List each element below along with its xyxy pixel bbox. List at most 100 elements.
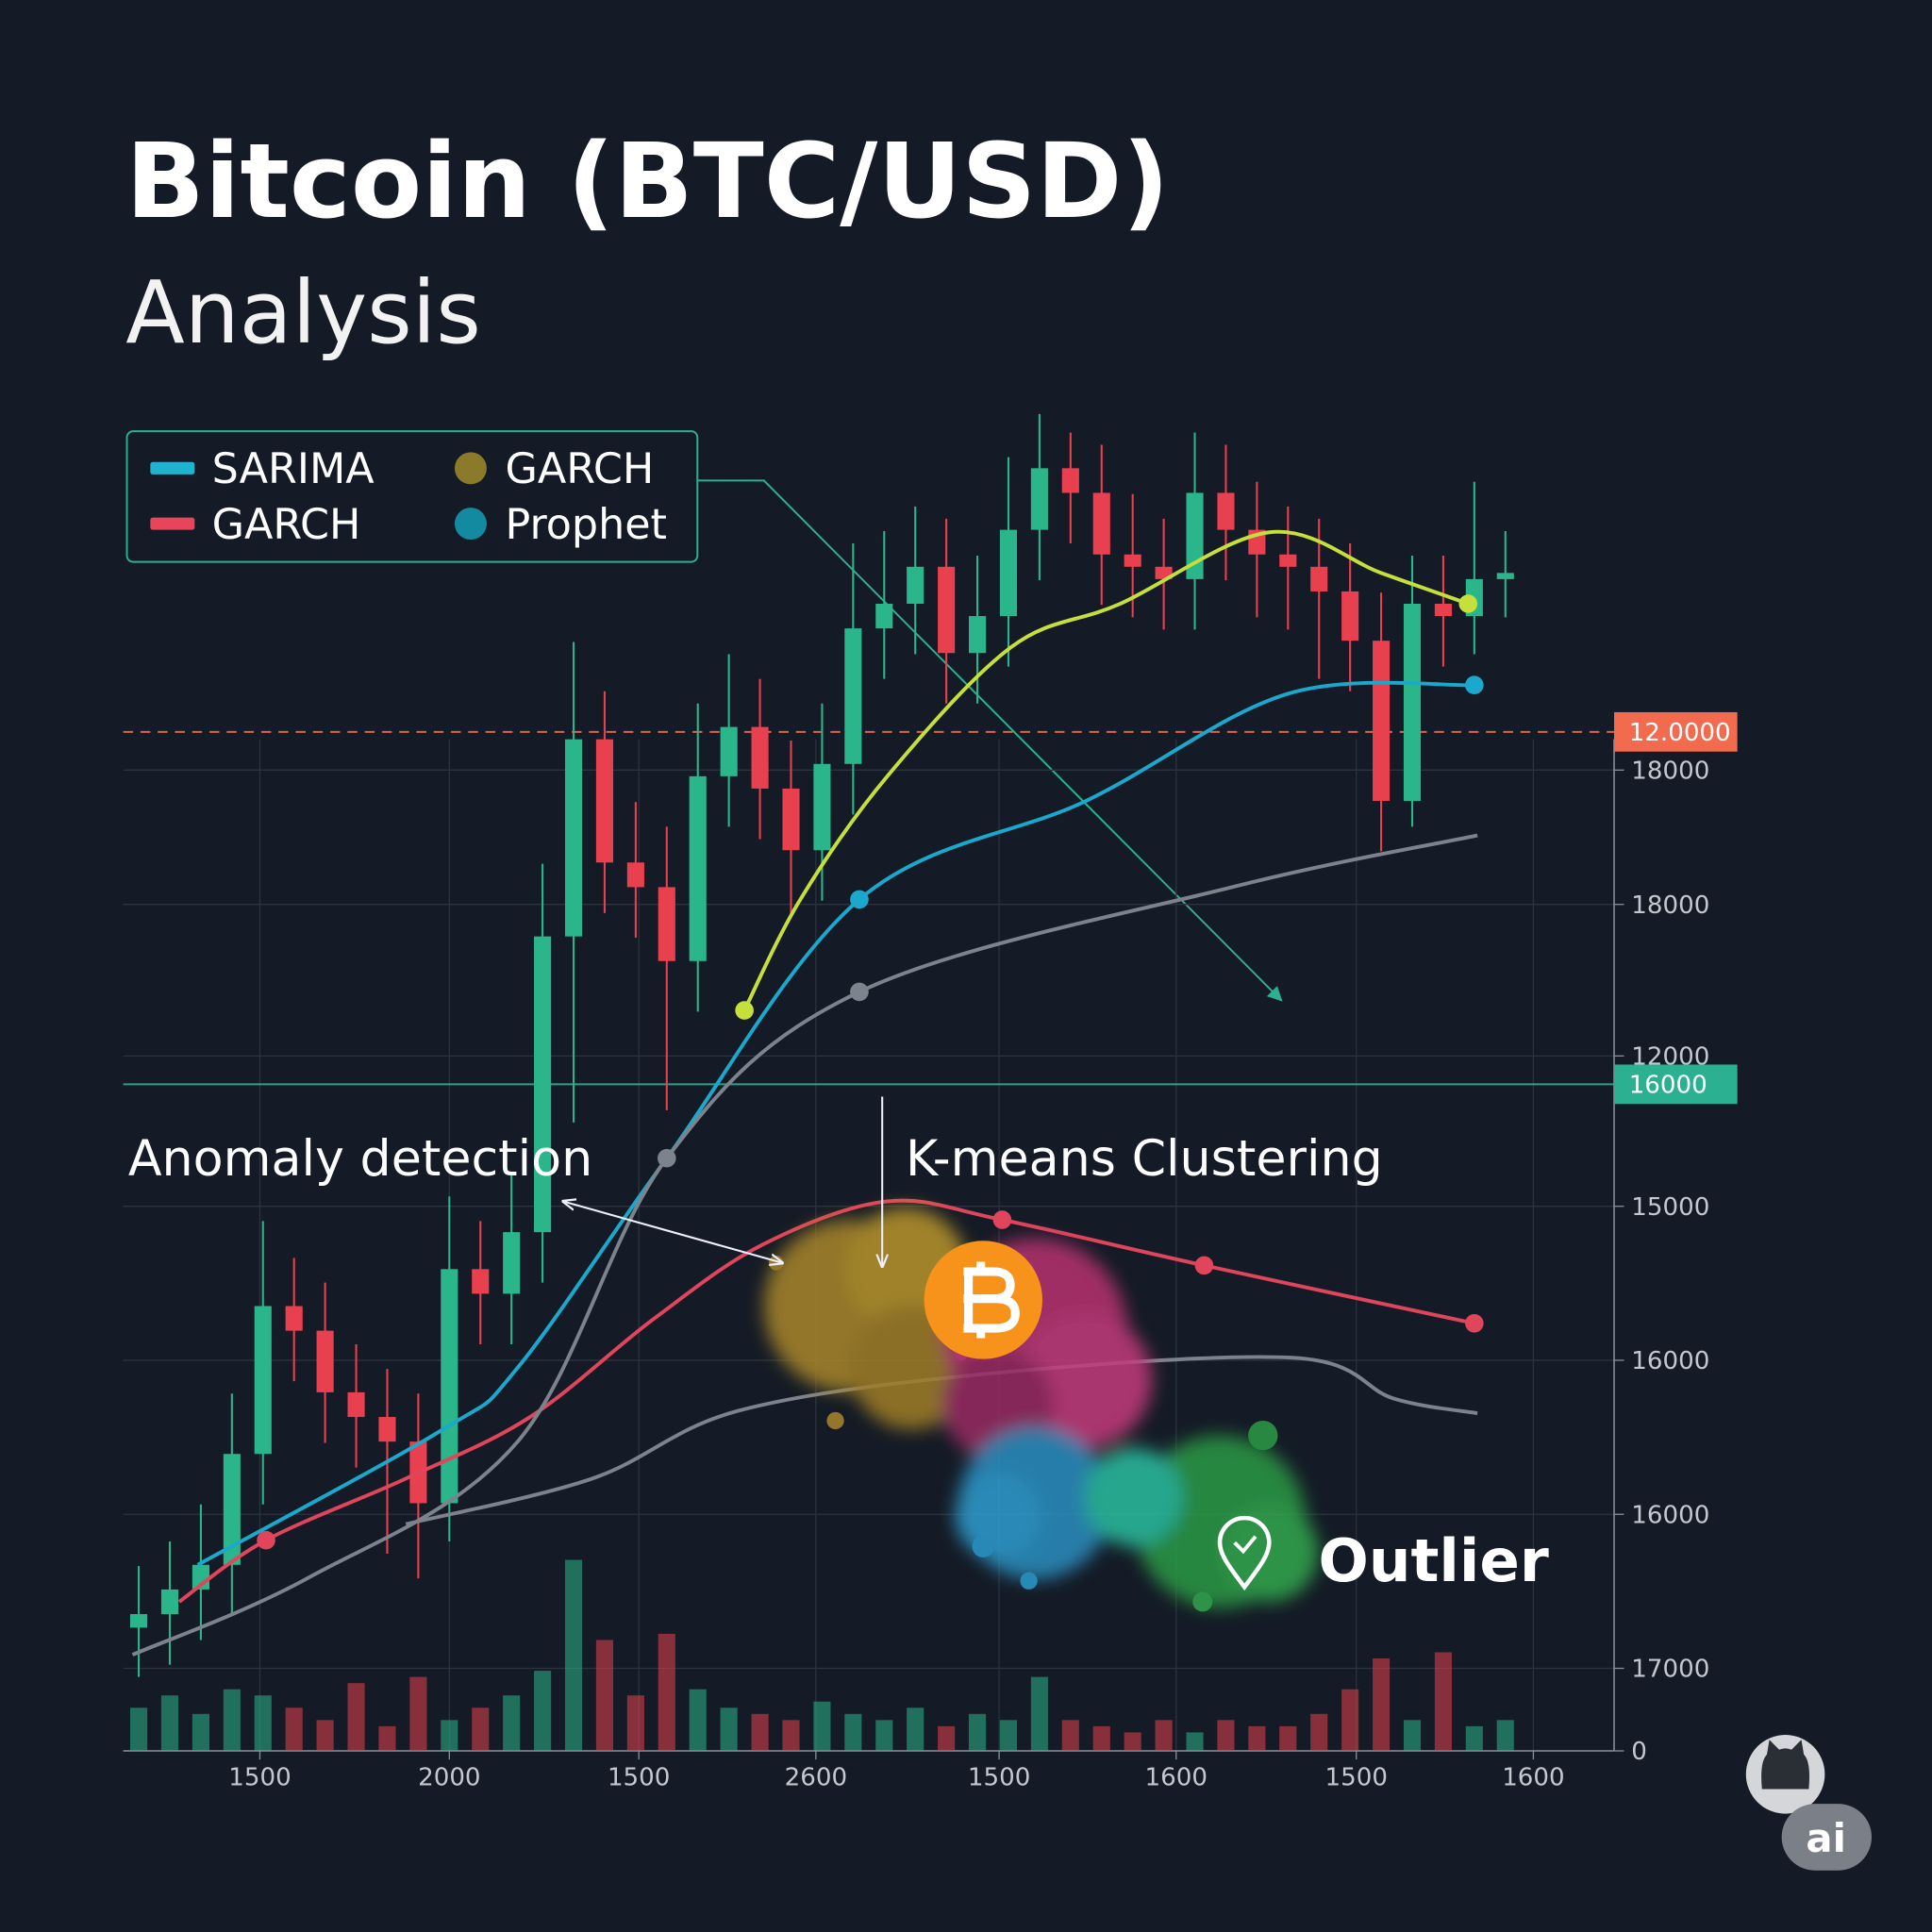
volume-bar xyxy=(472,1707,490,1751)
chart-subtitle: Analysis xyxy=(125,262,481,363)
volume-bar xyxy=(285,1707,303,1751)
volume-bar xyxy=(969,1713,987,1751)
y-tick-label: 17000 xyxy=(1631,1656,1709,1684)
volume-bar xyxy=(844,1713,862,1751)
volume-bar xyxy=(658,1633,675,1751)
candle-body xyxy=(1403,604,1422,801)
candle-body xyxy=(907,566,924,604)
line-marker xyxy=(658,1148,676,1168)
volume-bar xyxy=(689,1689,707,1751)
candle-body xyxy=(472,1269,490,1294)
candle-body xyxy=(1030,468,1048,530)
line-marker xyxy=(850,982,869,1002)
x-tick-label: 1600 xyxy=(1145,1764,1208,1792)
reference-label-bg xyxy=(1614,1064,1738,1105)
volume-bar xyxy=(813,1701,831,1751)
github-icon xyxy=(1745,1735,1825,1814)
line-marker xyxy=(1465,1313,1484,1333)
line-marker xyxy=(1458,594,1478,613)
candle-body xyxy=(1341,591,1359,641)
volume-bar xyxy=(503,1695,521,1751)
y-tick-label: 18000 xyxy=(1631,891,1709,920)
candle-body xyxy=(751,726,769,789)
line-marker xyxy=(992,1210,1012,1229)
candle-body xyxy=(1310,566,1328,591)
volume-bar xyxy=(409,1676,427,1751)
volume-bar xyxy=(1030,1676,1048,1751)
volume-bar xyxy=(1310,1713,1328,1751)
legend-swatch xyxy=(150,517,195,530)
volume-bar xyxy=(1092,1725,1110,1751)
outlier-pin xyxy=(1217,1515,1272,1591)
badge-label: ai xyxy=(1806,1815,1846,1861)
legend-swatch xyxy=(454,508,487,541)
reference-label: 16000 xyxy=(1629,1072,1707,1100)
volume-bar xyxy=(595,1640,614,1751)
candle-body xyxy=(813,763,831,851)
volume-bar xyxy=(1186,1732,1204,1751)
legend-swatch xyxy=(454,452,487,485)
candle-body xyxy=(595,739,614,863)
legend-label: SARIMA xyxy=(212,445,375,493)
volume-bar xyxy=(192,1713,209,1751)
volume-bar xyxy=(1465,1725,1483,1751)
candle-body xyxy=(999,529,1018,617)
candle-body xyxy=(1092,492,1110,555)
candle-body xyxy=(844,628,862,764)
candle-body xyxy=(534,936,552,1233)
candle-body xyxy=(1124,554,1141,567)
candle-body xyxy=(720,726,738,776)
candle-body xyxy=(254,1306,272,1455)
volume-bar xyxy=(160,1695,179,1751)
y-tick-label: 16000 xyxy=(1631,1501,1709,1529)
volume-bar xyxy=(907,1707,924,1751)
x-tick-label: 1500 xyxy=(1325,1764,1388,1792)
candle-body xyxy=(1217,492,1235,530)
badge xyxy=(1781,1804,1872,1871)
candle-body xyxy=(130,1614,148,1628)
candle-body xyxy=(626,862,644,888)
candle-body xyxy=(1496,573,1514,579)
annotation: Outlier xyxy=(1319,1526,1549,1595)
y-tick-label: 15000 xyxy=(1631,1193,1709,1222)
volume-bar xyxy=(1248,1725,1266,1751)
line-marker xyxy=(850,890,869,909)
volume-bar xyxy=(1373,1658,1391,1751)
x-tick-label: 1600 xyxy=(1502,1764,1564,1792)
volume-bar xyxy=(626,1695,644,1751)
volume-bar xyxy=(875,1720,893,1751)
bitcoin-icon xyxy=(924,1241,1042,1359)
candle-body xyxy=(316,1330,334,1392)
annotation-arrow xyxy=(563,1201,782,1262)
legend-label: Prophet xyxy=(506,501,667,549)
volume-bar xyxy=(1061,1720,1079,1751)
candle-body xyxy=(938,566,956,654)
candle-body xyxy=(969,616,987,654)
volume-bar xyxy=(1124,1732,1141,1751)
volume-bar xyxy=(1155,1720,1173,1751)
chart-title: Bitcoin (BTC/USD) xyxy=(125,121,1169,242)
volume-bar xyxy=(223,1689,241,1751)
volume-bar xyxy=(751,1713,769,1751)
volume-bar xyxy=(378,1725,396,1751)
volume-bar xyxy=(441,1720,458,1751)
candle-body xyxy=(285,1306,303,1331)
line-marker xyxy=(1194,1256,1214,1275)
candle-body xyxy=(1373,641,1391,801)
volume-bar xyxy=(1279,1725,1297,1751)
legend-swatch xyxy=(150,461,195,475)
annotation: K-means Clustering xyxy=(906,1131,1383,1188)
volume-bar xyxy=(1217,1720,1235,1751)
candle-body xyxy=(1186,492,1204,579)
y-tick-label: 0 xyxy=(1631,1738,1647,1766)
line-series xyxy=(131,833,1478,1657)
candle-body xyxy=(1434,604,1452,617)
candle-body xyxy=(1279,554,1297,567)
legend-label: GARCH xyxy=(506,445,655,493)
x-tick-label: 1500 xyxy=(228,1764,291,1792)
legend-leader xyxy=(697,479,1283,1002)
y-tick-label: 18000 xyxy=(1631,757,1709,785)
x-tick-label: 2000 xyxy=(418,1764,480,1792)
volume-bar xyxy=(130,1707,148,1751)
